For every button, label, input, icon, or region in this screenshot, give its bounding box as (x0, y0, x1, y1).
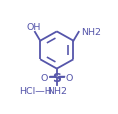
Text: OH: OH (27, 23, 41, 32)
Text: O: O (40, 73, 48, 82)
Text: S: S (52, 71, 61, 84)
Text: NH2: NH2 (81, 28, 101, 37)
Text: O: O (66, 73, 73, 82)
Text: HCl—H: HCl—H (19, 86, 52, 95)
Text: NH2: NH2 (47, 87, 67, 95)
